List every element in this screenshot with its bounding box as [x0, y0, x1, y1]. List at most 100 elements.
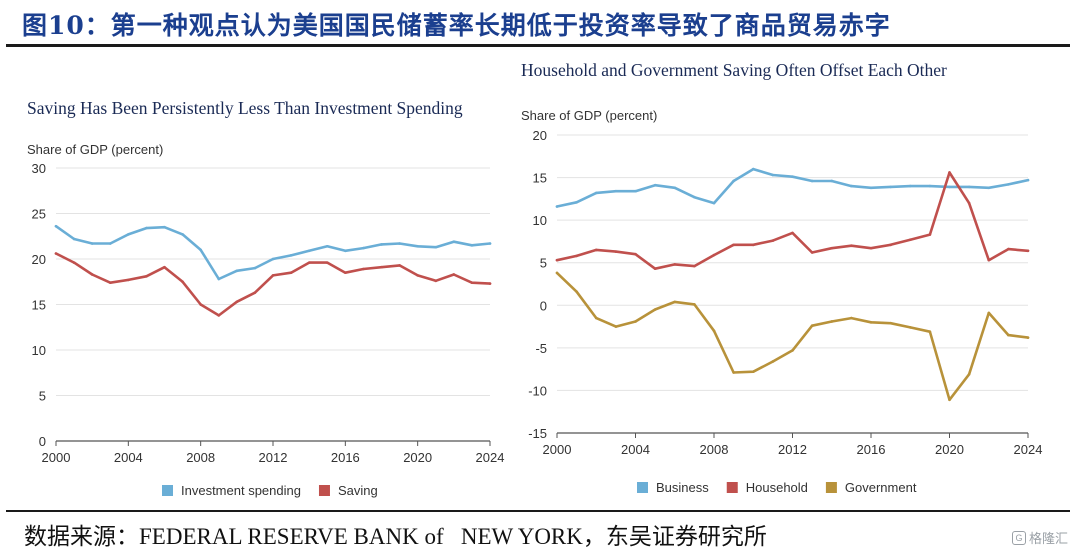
data-point [771, 239, 775, 242]
data-point [416, 244, 419, 248]
data-point [830, 179, 834, 183]
data-point [108, 242, 112, 245]
data-point [271, 257, 275, 261]
data-point [712, 253, 716, 257]
data-point [163, 225, 166, 229]
data-point [307, 261, 311, 264]
data-point [594, 191, 598, 195]
chart1-ylabel: Share of GDP (percent) [27, 142, 163, 157]
data-point [830, 246, 834, 250]
data-point [1026, 249, 1030, 253]
x-tick-label: 2000 [543, 442, 572, 457]
legend-label: Investment spending [181, 483, 301, 498]
data-point [673, 186, 677, 190]
data-point [987, 311, 991, 315]
data-point [362, 246, 365, 250]
data-point [163, 265, 166, 269]
x-tick-label: 2016 [857, 442, 886, 457]
data-point [289, 271, 293, 274]
data-point [889, 243, 892, 247]
data-point [325, 244, 329, 248]
data-point [575, 254, 578, 258]
data-point [54, 224, 58, 228]
data-point [235, 269, 239, 273]
series-line-saving [54, 252, 492, 317]
legend-swatch [318, 485, 330, 496]
data-point [434, 279, 438, 283]
x-tick-label: 2020 [403, 450, 432, 465]
data-point [289, 254, 293, 257]
y-tick-label: 15 [32, 298, 46, 313]
data-point [967, 201, 971, 205]
data-point [90, 242, 94, 245]
x-tick-label: 2004 [114, 450, 143, 465]
data-point [673, 300, 677, 304]
chart-household-vs-government: Household and Government Saving Often Of… [521, 60, 1042, 495]
figure-title: 图10：第一种观点认为美国国民储蓄率长期低于投资率导致了商品贸易赤字 [22, 11, 891, 40]
y-tick-label: -15 [528, 426, 547, 441]
data-point [434, 245, 438, 249]
data-point [271, 274, 275, 277]
data-point [634, 189, 637, 193]
x-tick-label: 2000 [42, 450, 71, 465]
y-tick-label: 10 [533, 213, 547, 228]
data-point [751, 243, 755, 247]
data-point [810, 179, 814, 183]
data-point [72, 237, 76, 241]
source-note: 数据来源：FEDERAL RESERVE BANK of NEW YORK，东吴… [24, 524, 767, 549]
y-tick-label: 20 [533, 128, 547, 143]
data-point [253, 291, 257, 294]
data-point [908, 326, 912, 329]
data-point [771, 173, 775, 177]
data-point [614, 250, 618, 253]
data-point [217, 314, 221, 317]
y-tick-label: 10 [32, 343, 46, 358]
legend-label: Saving [338, 483, 378, 498]
chart2-title: Household and Government Saving Often Of… [521, 60, 947, 80]
legend-swatch [726, 482, 738, 493]
bottom-rule [6, 510, 1070, 512]
data-point [732, 179, 735, 183]
watermark-logo: G 格隆汇 [1011, 528, 1068, 547]
data-point [614, 189, 618, 193]
data-point [712, 329, 716, 333]
data-point [181, 280, 184, 284]
data-point [869, 321, 873, 324]
data-point [791, 175, 794, 179]
data-point [344, 249, 347, 253]
data-point [693, 264, 696, 268]
data-point [830, 320, 834, 323]
x-tick-label: 2008 [700, 442, 729, 457]
data-point [771, 360, 775, 363]
data-point [634, 320, 637, 323]
data-point [889, 321, 892, 325]
chart2-ylabel: Share of GDP (percent) [521, 108, 657, 123]
data-point [889, 185, 892, 189]
data-point [732, 243, 735, 247]
data-point [555, 205, 559, 208]
data-point [614, 325, 618, 328]
data-point [967, 372, 971, 376]
data-point [869, 246, 873, 250]
data-point [751, 370, 755, 373]
data-point [416, 274, 419, 277]
data-point [398, 264, 401, 267]
x-tick-label: 2020 [935, 442, 964, 457]
legend-label: Government [845, 480, 917, 495]
data-point [908, 238, 912, 242]
data-point [987, 258, 991, 262]
data-point [344, 271, 347, 274]
data-point [398, 242, 401, 245]
data-point [470, 281, 474, 284]
data-point [850, 316, 853, 320]
data-point [928, 184, 932, 188]
chart1-title: Saving Has Been Persistently Less Than I… [27, 98, 463, 118]
y-tick-label: -10 [528, 383, 547, 398]
data-point [928, 233, 932, 236]
data-point [987, 186, 991, 190]
x-tick-label: 2012 [778, 442, 807, 457]
data-point [791, 231, 794, 235]
data-point [145, 274, 148, 278]
data-point [325, 261, 329, 264]
data-point [555, 271, 559, 275]
